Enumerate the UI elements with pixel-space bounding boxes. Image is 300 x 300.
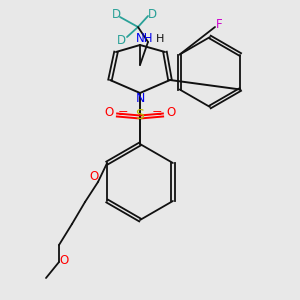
Text: =: = [152, 107, 162, 121]
Text: O: O [104, 106, 114, 119]
Text: D: D [116, 34, 126, 46]
Text: F: F [216, 17, 222, 31]
Text: S: S [136, 108, 144, 122]
Text: D: D [147, 8, 157, 20]
Text: D: D [111, 8, 121, 22]
Text: N: N [135, 92, 145, 104]
Text: O: O [167, 106, 176, 119]
Text: =: = [118, 107, 128, 121]
Text: O: O [59, 254, 69, 266]
Text: NH: NH [136, 32, 154, 46]
Text: H: H [156, 34, 164, 44]
Text: O: O [89, 170, 99, 184]
